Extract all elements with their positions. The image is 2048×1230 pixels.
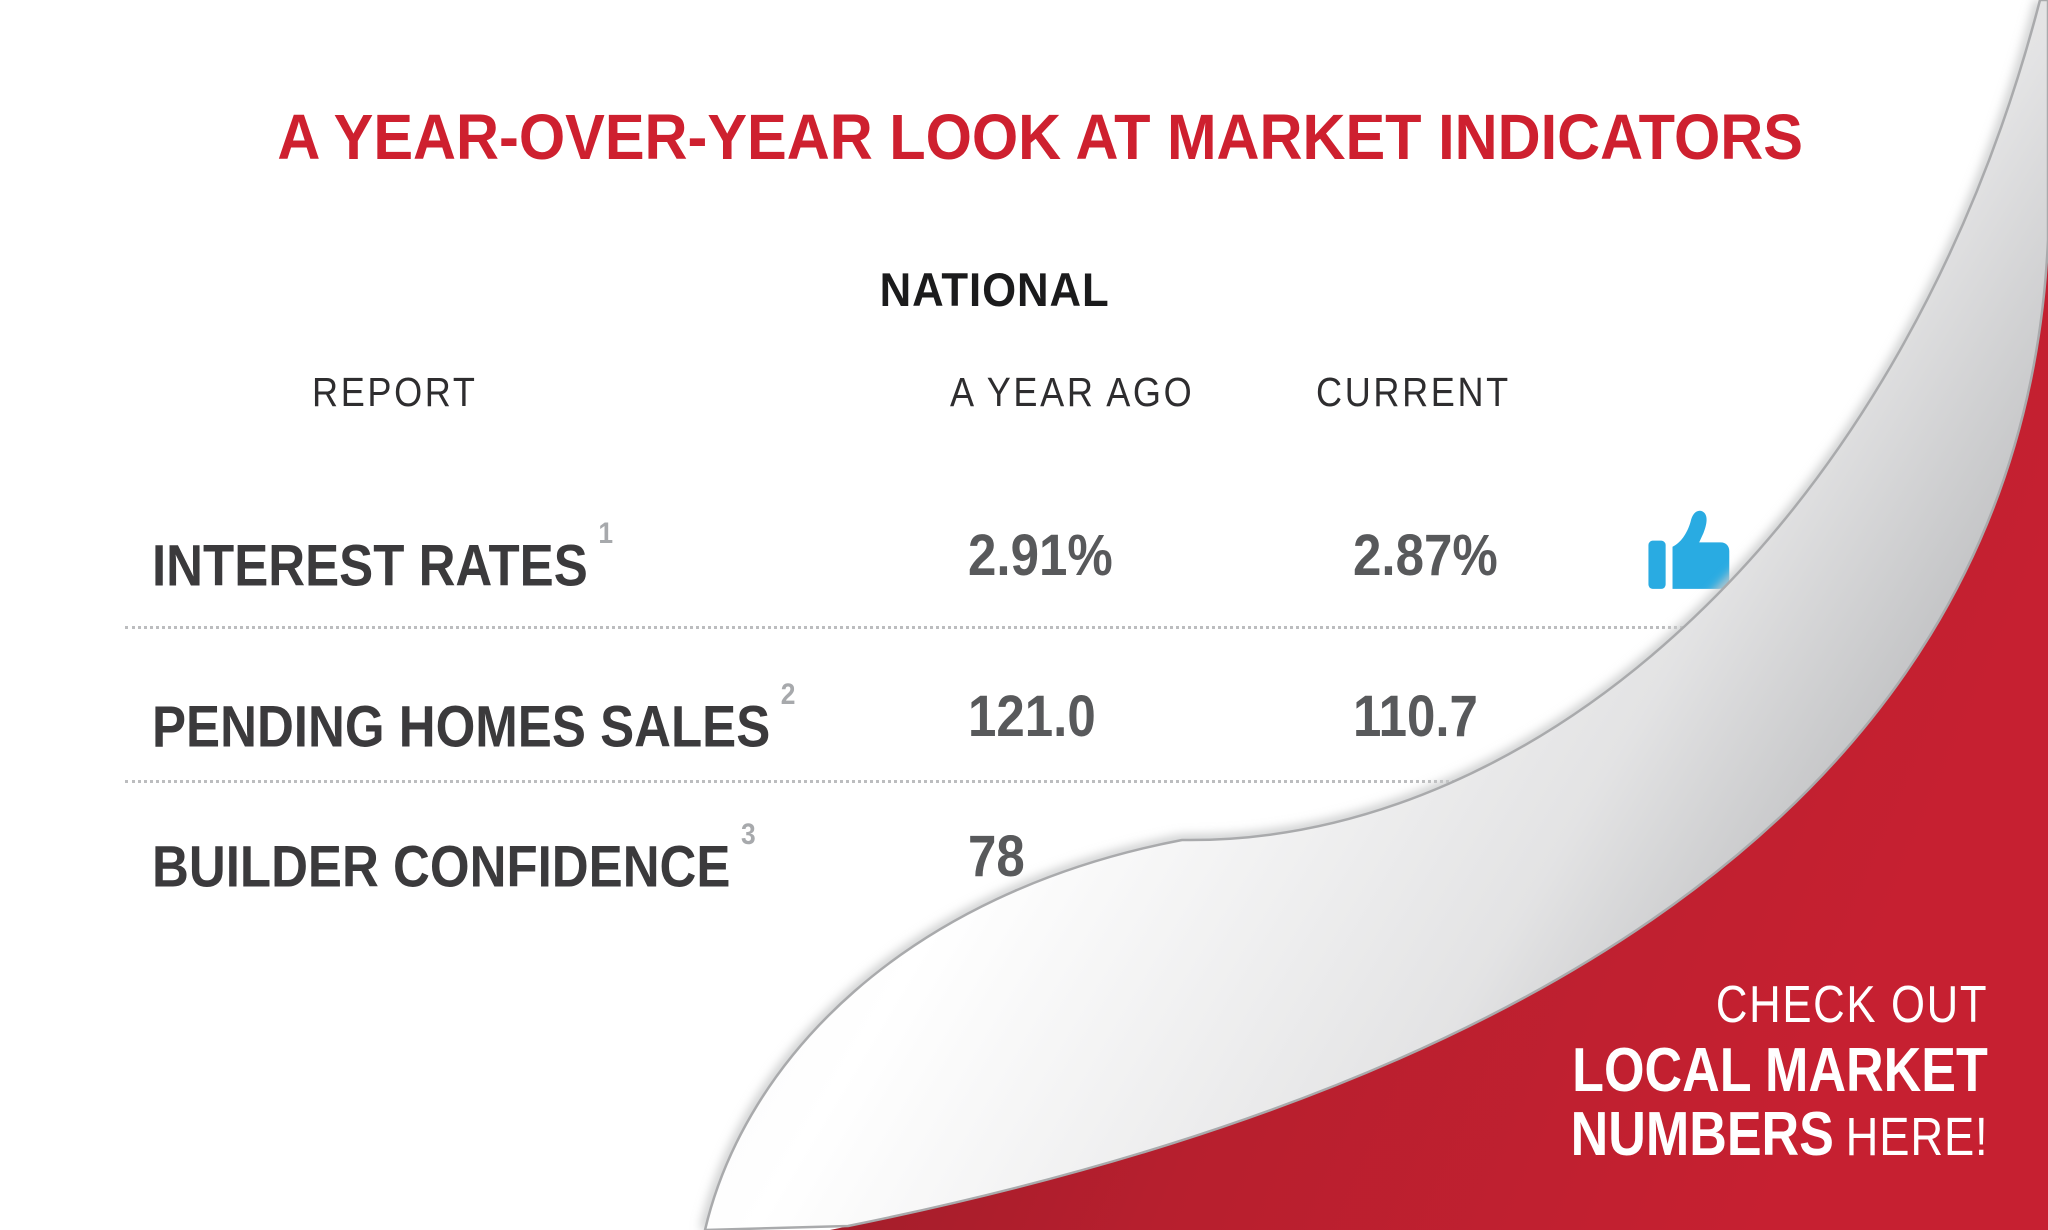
cta-line-2[interactable]: LOCAL MARKET: [1572, 1036, 1988, 1105]
red-corner-layer: [830, 225, 2048, 1230]
column-header-current: CURRENT: [1316, 369, 1511, 415]
column-header-report: REPORT: [312, 369, 478, 415]
pending-homes-sales-year-ago-value: 121.0: [968, 684, 1096, 749]
page-title: A YEAR-OVER-YEAR LOOK AT MARKET INDICATO…: [0, 100, 2048, 174]
footnote-marker-2: 2: [780, 678, 796, 711]
section-heading-text: NATIONAL: [879, 263, 1110, 316]
interest-rates-current-value: 2.87%: [1353, 523, 1498, 588]
local-market-cta[interactable]: CHECK OUT LOCAL MARKET NUMBERS HERE!: [1491, 975, 1988, 1169]
footnote-marker-1: 1: [598, 517, 614, 550]
column-header-a-year-ago: A YEAR AGO: [950, 369, 1195, 415]
section-heading: NATIONAL: [0, 262, 1990, 317]
row-separator-1: [125, 626, 1797, 629]
pending-homes-sales-current-value: 110.7: [1353, 684, 1478, 749]
cta-line-3-light[interactable]: HERE!: [1845, 1107, 1988, 1167]
table-row-label-builder-confidence: BUILDER CONFIDENCE 3: [152, 818, 756, 900]
curled-sheet: [703, 0, 2048, 1230]
table-row-label-pending-homes-sales: PENDING HOMES SALES 2: [152, 678, 796, 760]
row-separator-2: [125, 780, 1797, 783]
page-title-text: A YEAR-OVER-YEAR LOOK AT MARKET INDICATO…: [277, 101, 1803, 173]
interest-rates-year-ago-value: 2.91%: [968, 523, 1113, 588]
cta-line-1[interactable]: CHECK OUT: [1715, 976, 1988, 1034]
cta-line-3-bold[interactable]: NUMBERS: [1570, 1100, 1834, 1169]
footnote-marker-3: 3: [741, 818, 756, 851]
builder-confidence-year-ago-value: 78: [968, 824, 1025, 889]
thumbs-up-icon: [1642, 508, 1734, 599]
table-row-label-interest-rates: INTEREST RATES 1: [152, 517, 614, 599]
